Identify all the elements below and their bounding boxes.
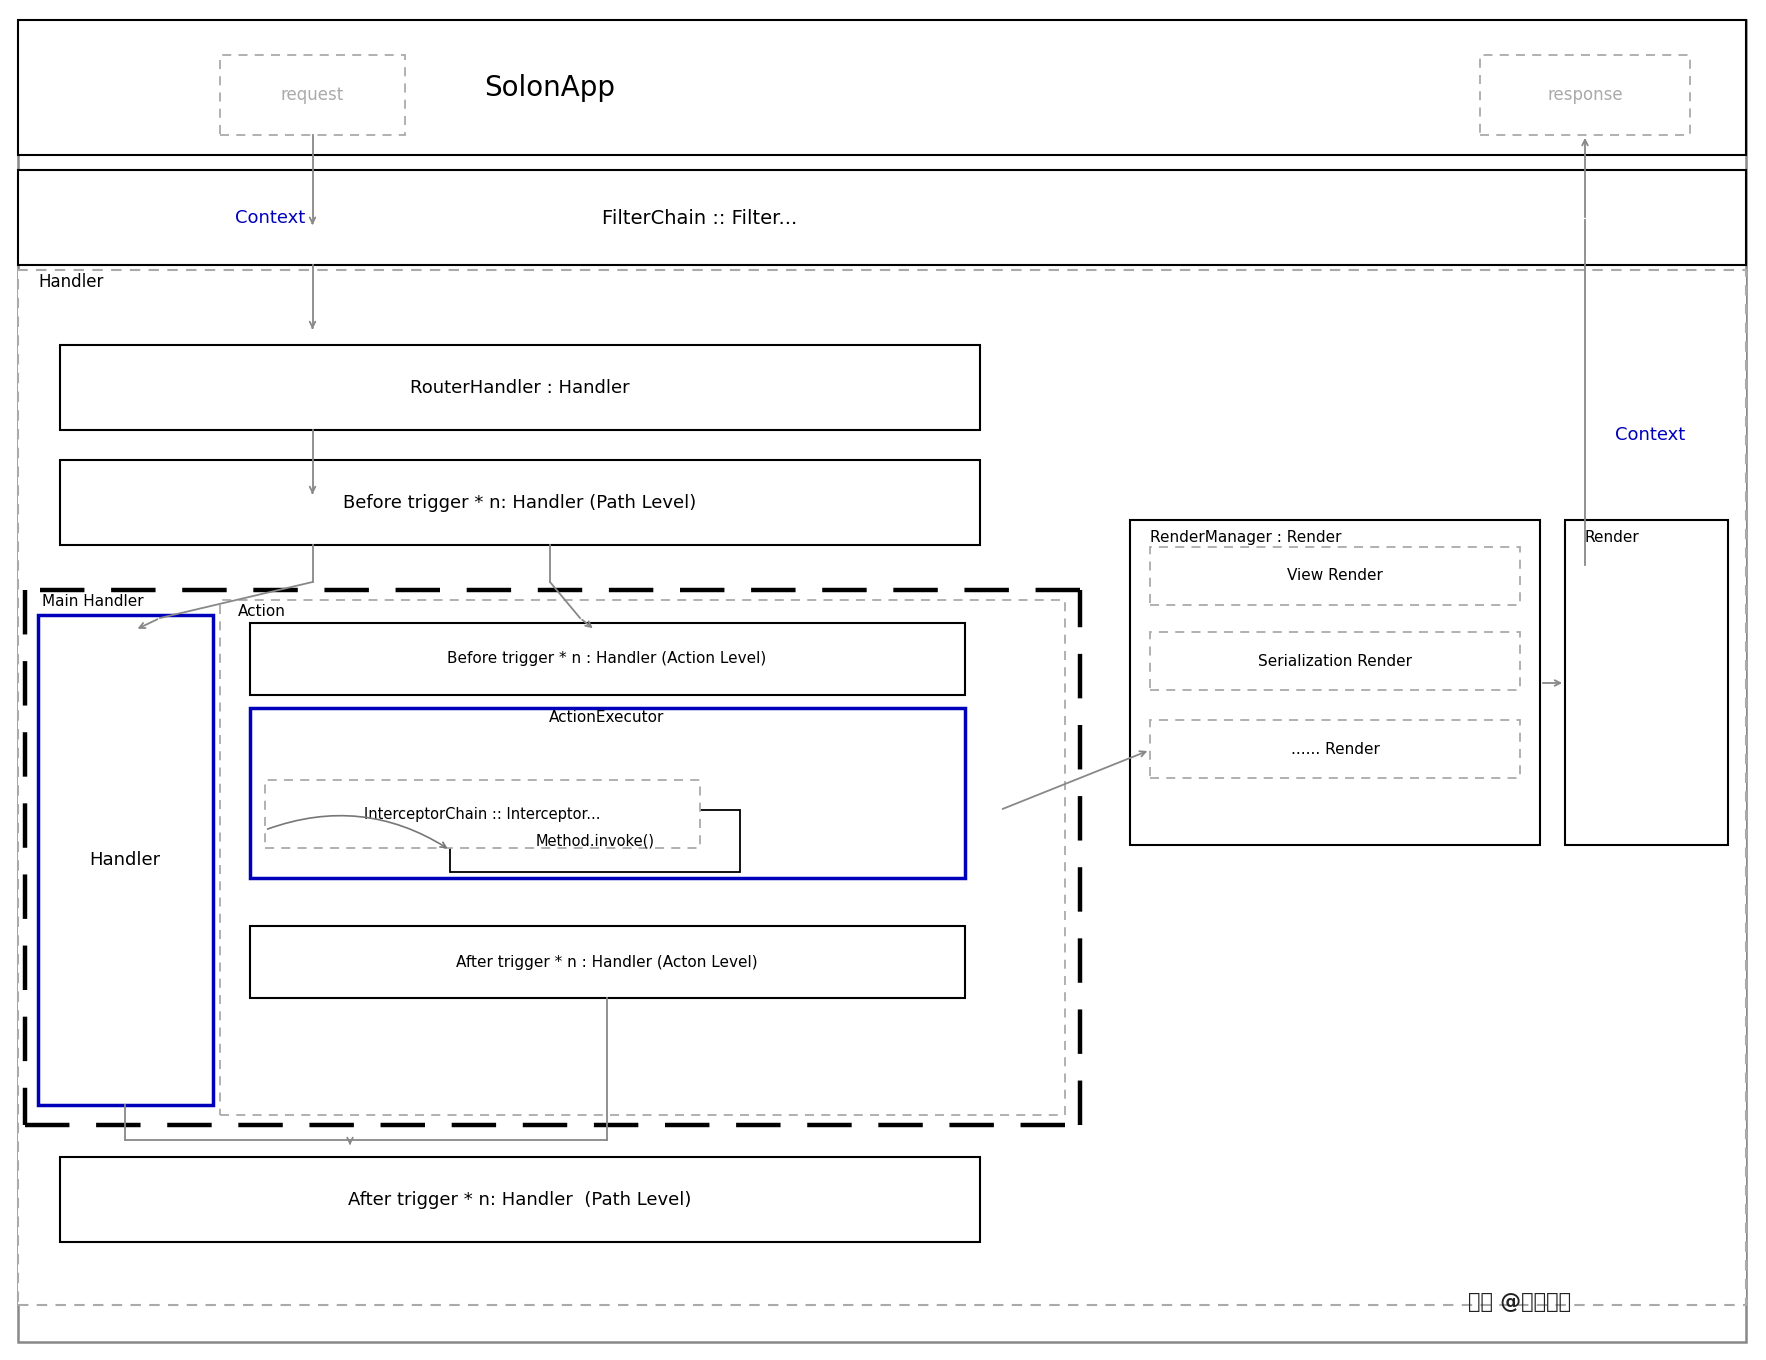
Text: RouterHandler : Handler: RouterHandler : Handler [410,379,630,397]
Text: Method.invoke(): Method.invoke() [535,834,655,849]
Text: After trigger * n: Handler  (Path Level): After trigger * n: Handler (Path Level) [348,1191,692,1209]
Text: Action: Action [238,604,286,620]
Text: RenderManager : Render: RenderManager : Render [1150,530,1342,545]
Bar [1565,520,1727,845]
Bar [251,623,964,695]
Text: Context: Context [235,209,306,227]
Bar [18,20,1747,155]
Text: Main Handler: Main Handler [42,594,143,609]
Text: Render: Render [1586,530,1641,545]
Bar [1150,719,1521,778]
Bar [60,460,980,545]
Text: Before trigger * n : Handler (Action Level): Before trigger * n : Handler (Action Lev… [447,651,766,666]
Bar [60,345,980,430]
Bar [1150,547,1521,605]
Bar [265,781,699,849]
Text: View Render: View Render [1287,568,1383,583]
Text: Before trigger * n: Handler (Path Level): Before trigger * n: Handler (Path Level) [343,494,696,511]
Bar [1480,54,1690,135]
Text: Serialization Render: Serialization Render [1257,654,1413,669]
Text: response: response [1547,86,1623,103]
Bar [221,600,1065,1115]
Bar [18,271,1747,1306]
Text: After trigger * n : Handler (Acton Level): After trigger * n : Handler (Acton Level… [456,955,758,970]
Bar [221,54,404,135]
Text: ActionExecutor: ActionExecutor [549,710,664,725]
Bar [39,615,214,1104]
Bar [60,1157,980,1242]
Bar [1130,520,1540,845]
Bar [450,811,740,872]
Bar [251,709,964,879]
Text: ...... Render: ...... Render [1291,741,1379,756]
Text: Handler: Handler [90,851,161,869]
Text: Context: Context [1614,426,1685,443]
Text: SolonApp: SolonApp [484,73,616,102]
Text: InterceptorChain :: Interceptor...: InterceptorChain :: Interceptor... [364,806,600,821]
Text: request: request [281,86,344,103]
Bar [18,170,1747,265]
Bar [251,926,964,998]
Text: 头条 @一飞开源: 头条 @一飞开源 [1469,1292,1572,1312]
Text: Handler: Handler [39,273,104,291]
Text: FilterChain :: Filter...: FilterChain :: Filter... [602,208,798,227]
Bar [1150,632,1521,690]
